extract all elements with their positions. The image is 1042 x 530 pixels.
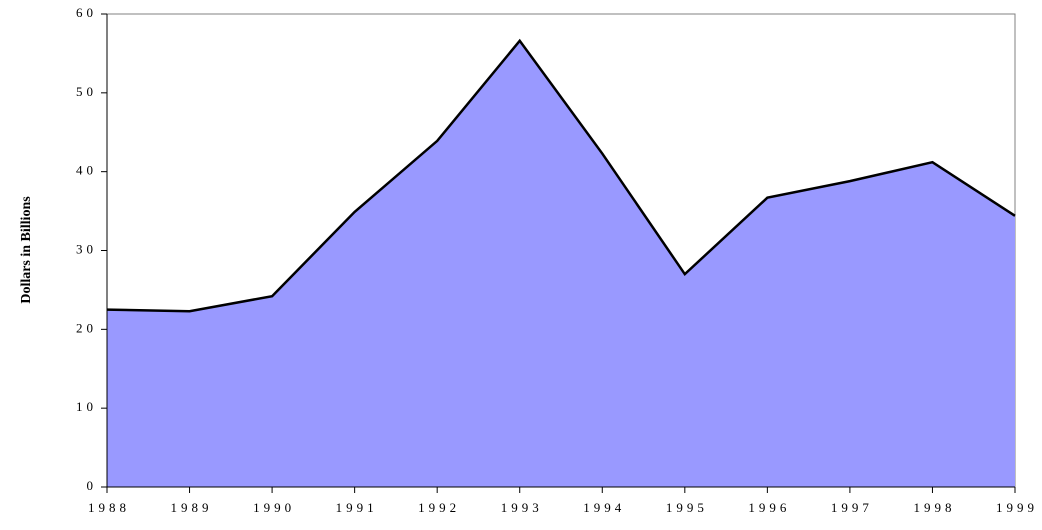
y-tick-label: 50 <box>76 84 97 99</box>
y-tick-label: 10 <box>76 399 97 414</box>
x-tick-label: 1999 <box>996 500 1038 515</box>
x-tick-label: 1989 <box>171 500 213 515</box>
y-axis-label: Dollars in Billions <box>19 196 34 304</box>
y-tick-label: 0 <box>87 478 98 493</box>
x-tick-label: 1998 <box>913 500 955 515</box>
y-tick-label: 60 <box>76 5 97 20</box>
x-tick-label: 1990 <box>253 500 295 515</box>
x-tick-label: 1988 <box>88 500 130 515</box>
x-tick-label: 1991 <box>336 500 378 515</box>
y-tick-label: 20 <box>76 320 97 335</box>
x-tick-label: 1996 <box>748 500 790 515</box>
x-tick-label: 1995 <box>666 500 708 515</box>
x-tick-label: 1993 <box>501 500 543 515</box>
y-tick-label: 30 <box>76 241 97 256</box>
x-tick-label: 1994 <box>583 500 625 515</box>
x-tick-label: 1992 <box>418 500 460 515</box>
area-line <box>106 38 1016 313</box>
x-tick-label: 1997 <box>831 500 873 515</box>
y-tick-label: 40 <box>76 163 97 178</box>
area-fill <box>107 40 1015 487</box>
